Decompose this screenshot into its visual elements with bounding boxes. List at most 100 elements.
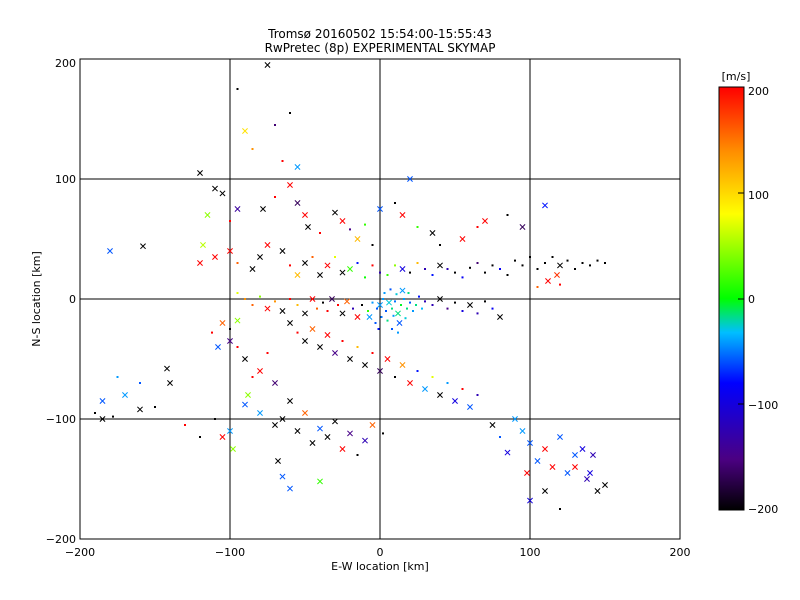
data-point-dot — [389, 288, 392, 291]
data-point-cross — [512, 416, 518, 422]
data-point-dot — [392, 314, 395, 317]
data-point-dot — [416, 262, 419, 264]
data-point-cross — [329, 296, 335, 302]
data-point-cross — [362, 437, 368, 444]
data-point-dot — [596, 259, 599, 262]
data-point-dot — [236, 292, 239, 294]
data-point-dot — [334, 256, 336, 258]
data-point-cross — [497, 314, 503, 320]
data-point-dot — [412, 310, 414, 312]
data-point-cross — [524, 470, 530, 476]
data-point-dot — [604, 262, 606, 264]
data-point-dot — [199, 436, 201, 438]
data-point-cross — [302, 212, 308, 218]
data-point-dot — [352, 307, 354, 310]
data-point-cross — [99, 416, 106, 422]
data-point-cross — [386, 299, 392, 306]
data-point-dot — [281, 160, 284, 162]
data-point-cross — [294, 164, 301, 170]
y-tick-label: 200 — [55, 57, 76, 70]
data-point-cross — [317, 272, 323, 278]
data-point-cross — [534, 458, 541, 464]
data-point-dot — [266, 352, 269, 354]
data-point-dot — [499, 268, 501, 270]
data-point-dot — [566, 259, 569, 262]
grid — [80, 59, 680, 539]
data-point-dot — [382, 298, 384, 300]
data-point-cross — [459, 236, 466, 242]
data-point-cross — [249, 266, 256, 272]
data-point-cross — [354, 314, 361, 320]
data-point-dot — [514, 259, 516, 262]
colorbar-tick-label: 100 — [748, 189, 769, 202]
data-point-cross — [362, 362, 368, 368]
data-point-cross — [399, 266, 406, 272]
data-point-dot — [394, 202, 396, 204]
data-point-dot — [559, 283, 561, 286]
scatter-points — [94, 62, 608, 510]
data-point-cross — [482, 218, 488, 224]
data-point-cross — [167, 380, 173, 386]
data-point-cross — [234, 317, 241, 324]
data-point-cross — [366, 314, 373, 320]
data-point-cross — [542, 202, 548, 209]
y-tick-label: 100 — [55, 173, 76, 186]
y-tick-label: 0 — [69, 293, 76, 306]
data-point-dot — [229, 220, 231, 222]
data-point-dot — [236, 346, 239, 348]
data-point-cross — [489, 422, 496, 428]
data-point-dot — [394, 300, 396, 303]
data-point-dot — [394, 264, 396, 267]
data-point-cross — [344, 298, 350, 305]
data-point-cross — [294, 200, 301, 206]
data-point-dot — [424, 268, 426, 270]
data-point-dot — [244, 298, 246, 300]
data-point-cross — [287, 182, 293, 188]
data-point-cross — [396, 320, 403, 326]
data-point-dot — [236, 262, 239, 264]
data-point-cross — [557, 262, 563, 269]
data-point-cross — [227, 428, 233, 434]
data-point-cross — [594, 488, 601, 494]
data-point-dot — [461, 388, 464, 390]
data-point-dot — [461, 276, 464, 279]
data-point-cross — [590, 452, 596, 458]
data-point-dot — [574, 268, 576, 270]
data-point-cross — [339, 218, 346, 224]
data-point-dot — [116, 376, 119, 378]
colorbar-tick-label: −200 — [748, 503, 778, 516]
data-point-cross — [309, 296, 316, 302]
data-point-cross — [545, 278, 551, 284]
data-point-dot — [391, 307, 393, 310]
data-point-dot — [371, 264, 374, 267]
data-point-dot — [236, 88, 239, 90]
data-point-cross — [437, 262, 443, 269]
data-point-cross — [137, 406, 143, 413]
data-point-dot — [431, 376, 434, 378]
data-point-cross — [164, 365, 170, 372]
data-point-cross — [542, 488, 548, 494]
data-point-cross — [504, 449, 511, 456]
x-tick-label: 0 — [377, 546, 384, 559]
data-point-dot — [446, 382, 449, 384]
data-point-dot — [316, 307, 318, 310]
data-point-cross — [324, 262, 331, 269]
data-point-cross — [452, 398, 458, 404]
data-point-cross — [347, 430, 353, 437]
data-point-cross — [219, 190, 226, 197]
data-point-cross — [257, 254, 263, 260]
data-point-cross — [204, 212, 211, 218]
data-point-cross — [347, 356, 353, 362]
data-point-dot — [326, 310, 329, 312]
data-point-cross — [347, 266, 353, 272]
data-point-dot — [391, 328, 393, 330]
data-point-cross — [407, 380, 413, 386]
data-point-dot — [439, 244, 441, 246]
x-tick-label: −100 — [215, 546, 245, 559]
data-point-dot — [251, 376, 254, 378]
data-point-cross — [99, 398, 106, 404]
data-point-dot — [377, 328, 380, 330]
data-point-cross — [407, 176, 413, 182]
data-point-dot — [424, 300, 426, 303]
data-point-dot — [341, 340, 344, 342]
